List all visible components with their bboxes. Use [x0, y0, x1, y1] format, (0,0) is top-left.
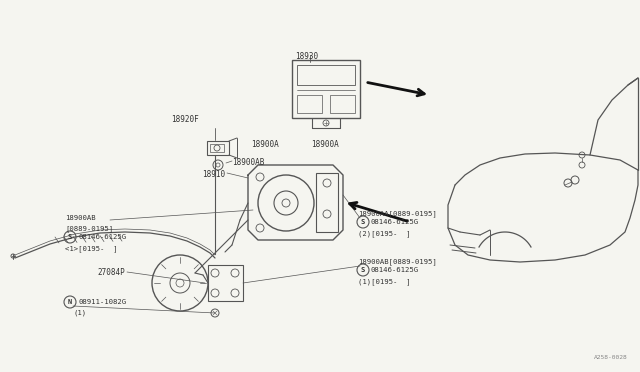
Bar [210, 144, 224, 152]
Bar [292, 60, 360, 118]
Text: [0889-0195]: [0889-0195] [65, 225, 113, 232]
Bar [330, 95, 355, 113]
Text: 18900AB: 18900AB [65, 215, 95, 221]
Text: (1)[0195-  ]: (1)[0195- ] [358, 278, 410, 285]
Text: 18900AA[0889-0195]: 18900AA[0889-0195] [358, 210, 436, 217]
Text: (1): (1) [73, 310, 86, 317]
Text: A258-0028: A258-0028 [595, 355, 628, 360]
Text: 18900AB: 18900AB [232, 158, 264, 167]
Text: S: S [361, 267, 365, 273]
Text: 18930: 18930 [295, 52, 318, 61]
Text: (2)[0195-  ]: (2)[0195- ] [358, 230, 410, 237]
Text: N: N [68, 299, 72, 305]
Text: 18910: 18910 [202, 170, 225, 179]
Bar [207, 141, 229, 155]
Text: 18900A: 18900A [251, 140, 279, 149]
Text: S: S [68, 234, 72, 240]
Text: 08146-6125G: 08146-6125G [371, 267, 419, 273]
Bar [297, 95, 322, 113]
Text: 18900A: 18900A [311, 140, 339, 149]
Bar [316, 173, 338, 232]
Text: 18900AB[0889-0195]: 18900AB[0889-0195] [358, 258, 436, 265]
Bar [208, 265, 243, 301]
Text: 08911-1082G: 08911-1082G [78, 299, 126, 305]
Bar [297, 65, 355, 85]
Text: 08146-6125G: 08146-6125G [78, 234, 126, 240]
Text: 18920F: 18920F [171, 115, 199, 124]
Text: 08146-6125G: 08146-6125G [371, 219, 419, 225]
Text: S: S [361, 219, 365, 225]
Text: 27084P: 27084P [97, 268, 125, 277]
Text: <1>[0195-  ]: <1>[0195- ] [65, 245, 118, 252]
